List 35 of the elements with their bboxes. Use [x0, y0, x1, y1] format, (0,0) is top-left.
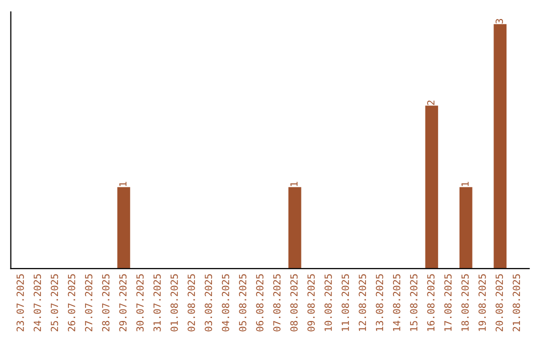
x-tick-label: 02.08.2025 [188, 274, 195, 332]
x-tick-label: 29.07.2025 [119, 274, 127, 332]
x-tick-label: 16.08.2025 [427, 274, 435, 331]
x-tick-label: 06.08.2025 [256, 274, 264, 332]
x-tick-label: 28.07.2025 [102, 274, 110, 332]
x-tick-label: 08.08.2025 [290, 274, 298, 332]
x-tick-label: 17.08.2025 [444, 274, 452, 331]
x-tick-label: 24.07.2025 [34, 274, 42, 332]
data-label: 1 [119, 182, 126, 186]
x-tick-label: 12.08.2025 [358, 274, 366, 331]
x-tick-label: 14.08.2025 [392, 274, 400, 331]
data-label: 3 [496, 19, 503, 24]
x-tick-label: 11.08.2025 [342, 274, 349, 331]
x-tick-label: 30.07.2025 [136, 274, 144, 332]
x-tick-label: 23.07.2025 [16, 274, 24, 332]
data-label: 1 [290, 182, 298, 186]
x-tick-label: 05.08.2025 [238, 274, 246, 332]
x-tick-label: 01.08.2025 [170, 274, 178, 332]
x-tick-label: 20.08.2025 [496, 274, 503, 332]
x-tick-label: 25.07.2025 [50, 274, 58, 332]
x-tick-label: 21.08.2025 [512, 274, 520, 332]
x-tick-label: 04.08.2025 [222, 274, 230, 332]
data-label: 1 [462, 182, 469, 186]
x-tick-label: 09.08.2025 [307, 274, 315, 332]
x-tick-label: 03.08.2025 [204, 274, 212, 332]
x-tick-label: 18.08.2025 [461, 274, 469, 331]
x-tick-label: 31.07.2025 [153, 274, 161, 332]
x-tick-label: 10.08.2025 [324, 274, 332, 331]
x-tick-label: 26.07.2025 [68, 274, 76, 332]
x-tick-label: 07.08.2025 [273, 274, 281, 332]
x-tick-label: 15.08.2025 [410, 274, 418, 331]
x-tick-label: 27.07.2025 [84, 274, 92, 332]
x-tick-label: 19.08.2025 [478, 274, 486, 331]
x-tick-label: 13.08.2025 [376, 274, 384, 331]
data-label: 2 [427, 100, 434, 105]
